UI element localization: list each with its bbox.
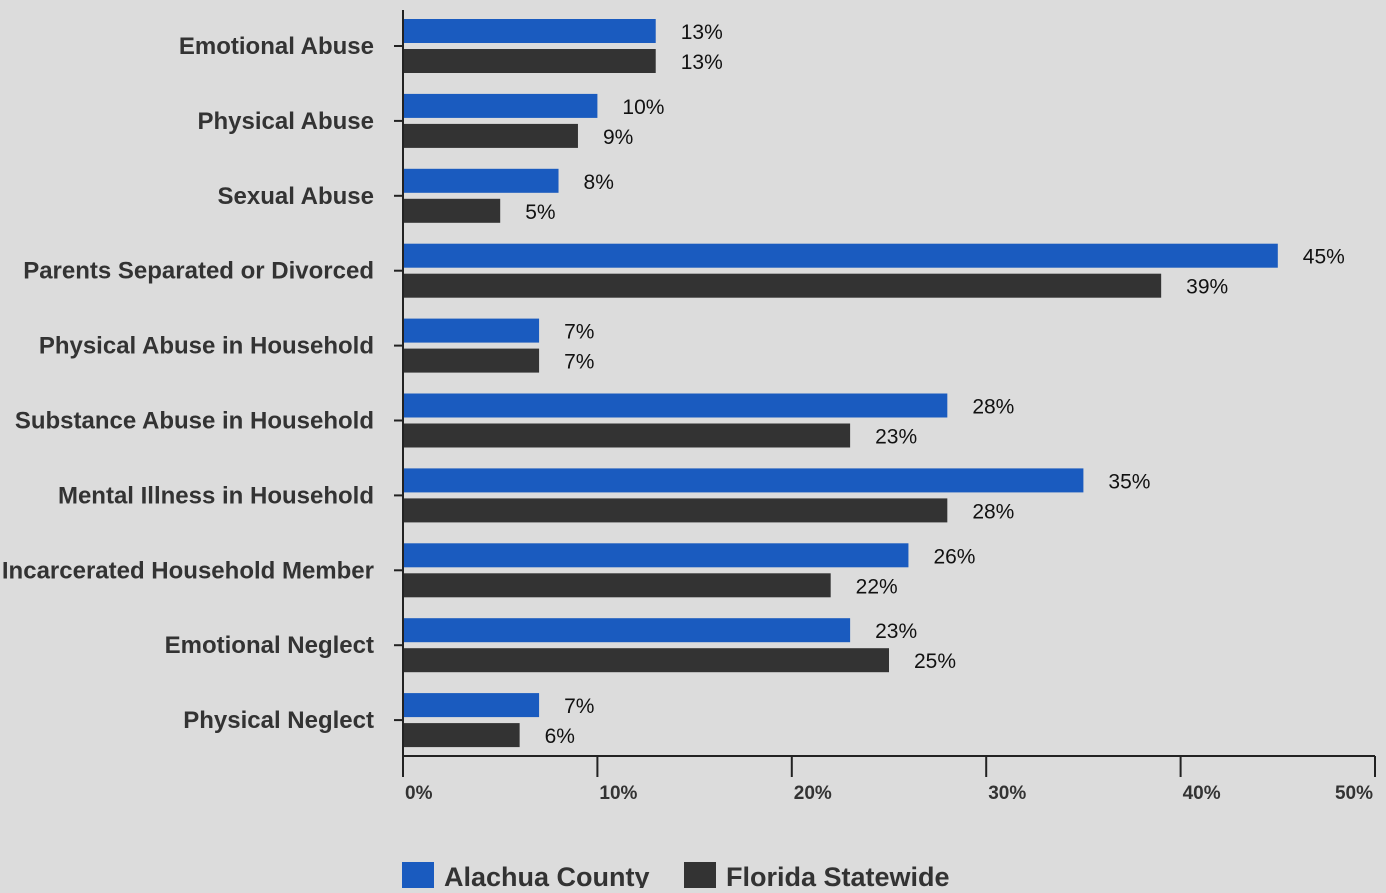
- data-label: 8%: [584, 171, 614, 194]
- bar-alachua-county: [403, 543, 909, 568]
- x-tick-label: 20%: [794, 783, 832, 804]
- legend-swatch-florida-statewide: [684, 862, 716, 888]
- legend: Alachua County Florida Statewide: [402, 862, 950, 892]
- legend-label: Florida Statewide: [726, 862, 950, 888]
- bar-florida-statewide: [403, 273, 1162, 298]
- data-label: 5%: [525, 201, 555, 224]
- x-tick-label: 10%: [599, 783, 637, 804]
- data-label: 6%: [545, 725, 575, 748]
- data-label: 7%: [564, 321, 594, 344]
- category-label: Physical Abuse: [197, 108, 374, 135]
- data-label: 39%: [1186, 276, 1228, 299]
- y-axis: Emotional Abuse Physical Abuse Sexual Abus…: [2, 10, 404, 756]
- bar-alachua-county: [403, 468, 1084, 493]
- bar-alachua-county: [403, 243, 1278, 268]
- data-label: 7%: [564, 695, 594, 718]
- data-label: 9%: [603, 126, 633, 149]
- category-label: Sexual Abuse: [217, 183, 374, 210]
- data-label: 28%: [972, 500, 1014, 523]
- x-tick-label: 0%: [405, 783, 433, 804]
- bar-florida-statewide: [403, 198, 501, 223]
- bar-florida-statewide: [403, 498, 948, 523]
- x-tick-label: 50%: [1335, 783, 1373, 804]
- x-axis: 0% 10% 20% 30% 40% 50%: [402, 755, 1376, 804]
- legend-swatch-alachua-county: [402, 862, 434, 888]
- data-label: 7%: [564, 351, 594, 374]
- bar-florida-statewide: [403, 648, 889, 673]
- category-label: Mental Illness in Household: [58, 482, 374, 509]
- category-label: Physical Neglect: [183, 707, 374, 734]
- bar-alachua-county: [403, 318, 540, 343]
- bars-layer: [403, 19, 1278, 748]
- category-label: Physical Abuse in Household: [39, 333, 374, 360]
- bar-alachua-county: [403, 693, 540, 718]
- bar-florida-statewide: [403, 123, 578, 148]
- bar-alachua-county: [403, 93, 598, 118]
- bar-alachua-county: [403, 618, 851, 643]
- data-label: 23%: [875, 620, 917, 643]
- category-label: Emotional Neglect: [165, 632, 374, 659]
- data-label: 35%: [1108, 470, 1150, 493]
- data-label: 26%: [933, 545, 975, 568]
- category-label: Incarcerated Household Member: [2, 557, 374, 584]
- category-label: Emotional Abuse: [179, 33, 374, 60]
- data-label: 22%: [856, 575, 898, 598]
- bar-alachua-county: [403, 393, 948, 418]
- bar-alachua-county: [403, 19, 656, 43]
- value-labels-layer: 13% 13% 10% 9% 8% 5% 45% 39% 7% 7% 28% 23% 35% 28% 26%…: [525, 21, 1345, 748]
- bar-florida-statewide: [403, 723, 520, 748]
- x-tick-label: 30%: [988, 783, 1026, 804]
- data-label: 25%: [914, 650, 956, 673]
- bar-florida-statewide: [403, 348, 540, 373]
- bar-florida-statewide: [403, 423, 851, 448]
- category-label: Substance Abuse in Household: [15, 408, 374, 435]
- x-tick-label: 40%: [1183, 783, 1221, 804]
- category-label: Parents Separated or Divorced: [23, 258, 374, 285]
- data-label: 13%: [681, 51, 723, 74]
- data-label: 10%: [622, 96, 664, 119]
- data-label: 23%: [875, 426, 917, 449]
- bar-florida-statewide: [403, 49, 656, 73]
- data-label: 45%: [1303, 246, 1345, 269]
- bar-alachua-county: [403, 168, 559, 193]
- data-label: 28%: [972, 396, 1014, 419]
- legend-label: Alachua County: [444, 862, 650, 888]
- bar-florida-statewide: [403, 573, 831, 598]
- data-label: 13%: [681, 21, 723, 44]
